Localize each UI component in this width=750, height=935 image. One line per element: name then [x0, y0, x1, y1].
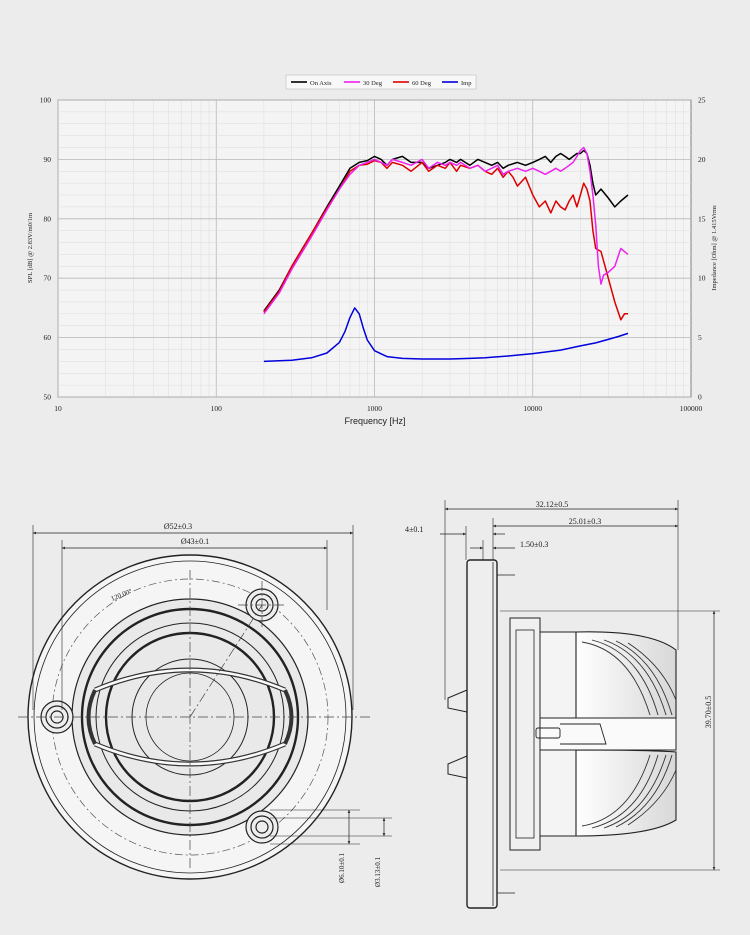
y-tick-label: 70 [44, 274, 52, 283]
x-tick-label: 1000 [367, 404, 382, 413]
chart-grid [57, 99, 691, 398]
legend-label-1: 30 Deg [363, 80, 383, 87]
y2-tick-label: 0 [698, 393, 702, 402]
y-tick-label: 60 [44, 333, 52, 342]
series-line-30-deg [263, 146, 629, 315]
chart-series [263, 146, 629, 363]
chart-legend: On Axis 30 Deg 60 Deg Imp [285, 74, 477, 90]
y-tick-label: 80 [44, 214, 52, 223]
legend-label-2: 60 Deg [412, 80, 432, 87]
chart-tick-labels: 10 100 1000 10000 10000050607080901000510152… [40, 96, 706, 414]
y2-tick-label: 15 [698, 214, 706, 223]
x-tick-label: 100000 [680, 404, 703, 413]
y-axis-label: SPL [dB] @ 2.83V/m0/1m [27, 213, 34, 283]
series-line-imp [263, 307, 629, 363]
y-tick-label: 50 [44, 393, 52, 402]
legend-label-0: On Axis [310, 80, 332, 87]
dim-height: 39.70±0.5 [704, 696, 713, 728]
frequency-response-chart: 10 100 1000 10000 10000050607080901000510152… [27, 74, 718, 426]
y2-axis-label: Impedance [Ohm] @ 1.415Vrms [711, 205, 718, 291]
dim-hole-inner: Ø6.10±0.1 [338, 853, 346, 883]
side-view-dimensions: 32.12±0.5 4±0.1 25.01±0.3 1.50±0.3 39.70… [405, 500, 713, 728]
dim-total-depth: 32.12±0.5 [536, 500, 568, 509]
dim-body-depth: 25.01±0.3 [569, 517, 601, 526]
y2-tick-label: 5 [698, 333, 702, 342]
legend-label-3: Imp [461, 80, 471, 87]
side-view-drawing [440, 500, 720, 909]
y-tick-label: 90 [44, 155, 52, 164]
x-axis-label: Frequency [Hz] [344, 416, 405, 426]
x-tick-label: 100 [211, 404, 223, 413]
x-tick-label: 10 [54, 404, 62, 413]
front-view-drawing [18, 525, 392, 880]
dim-mount-diameter: Ø43±0.1 [181, 537, 209, 546]
y-tick-label: 100 [40, 96, 52, 105]
dim-step: 1.50±0.3 [520, 540, 548, 549]
x-tick-label: 10000 [523, 404, 542, 413]
series-line-60-deg [263, 159, 628, 321]
y2-tick-label: 25 [698, 96, 706, 105]
y2-tick-label: 20 [698, 155, 706, 164]
dim-outer-diameter: Ø52±0.3 [164, 522, 192, 531]
dim-hole-outer: Ø3.13±0.1 [374, 857, 382, 887]
y2-tick-label: 10 [698, 274, 706, 283]
dim-flange: 4±0.1 [405, 525, 423, 534]
